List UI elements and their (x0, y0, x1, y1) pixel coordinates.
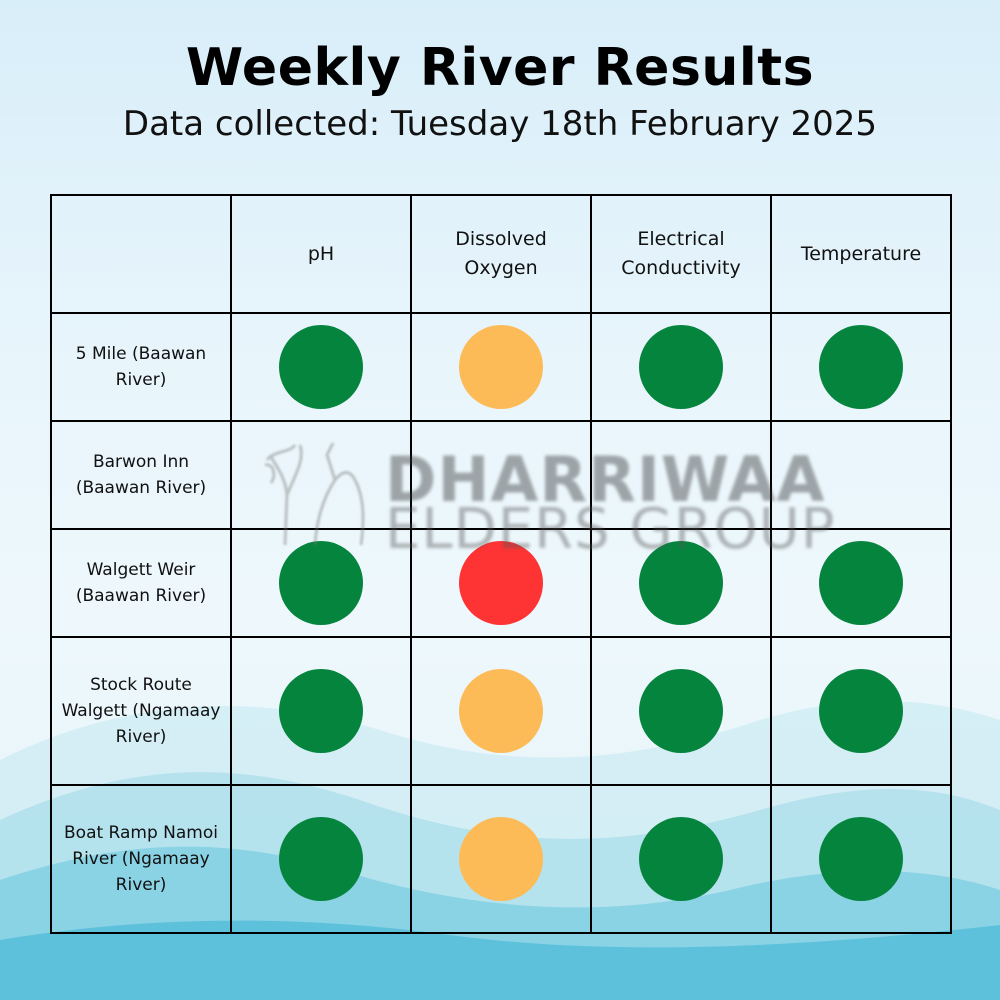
result-cell-temperature (770, 528, 952, 638)
status-bad-indicator (459, 541, 543, 625)
result-cell-electrical-conductivity (590, 420, 772, 530)
column-header-electrical-conductivity: Electrical Conductivity (590, 194, 772, 314)
site-label: Walgett Weir (Baawan River) (50, 528, 232, 638)
result-cell-temperature (770, 312, 952, 422)
result-cell-dissolved-oxygen (410, 312, 592, 422)
site-label: 5 Mile (Baawan River) (50, 312, 232, 422)
site-label: Barwon Inn (Baawan River) (50, 420, 232, 530)
result-cell-electrical-conductivity (590, 528, 772, 638)
table-row: Stock Route Walgett (Ngamaay River) (50, 636, 952, 786)
status-good-indicator (639, 669, 723, 753)
status-good-indicator (819, 541, 903, 625)
result-cell-dissolved-oxygen (410, 528, 592, 638)
status-good-indicator (279, 669, 363, 753)
status-none-indicator (279, 433, 363, 517)
site-label: Boat Ramp Namoi River (Ngamaay River) (50, 784, 232, 934)
table-row: 5 Mile (Baawan River) (50, 312, 952, 422)
page-title: Weekly River Results (185, 38, 815, 98)
status-none-indicator (819, 433, 903, 517)
table-row: Walgett Weir (Baawan River) (50, 528, 952, 638)
status-good-indicator (819, 325, 903, 409)
status-good-indicator (819, 669, 903, 753)
result-cell-ph (230, 312, 412, 422)
site-label: Stock Route Walgett (Ngamaay River) (50, 636, 232, 786)
status-good-indicator (639, 541, 723, 625)
page-subtitle: Data collected: Tuesday 18th February 20… (122, 104, 878, 144)
result-cell-ph (230, 420, 412, 530)
status-none-indicator (639, 433, 723, 517)
table-row: Barwon Inn (Baawan River) (50, 420, 952, 530)
result-cell-dissolved-oxygen (410, 784, 592, 934)
result-cell-ph (230, 784, 412, 934)
results-table: pH Dissolved Oxygen Electrical Conductiv… (50, 194, 952, 934)
status-warn-indicator (459, 325, 543, 409)
column-header-temperature: Temperature (770, 194, 952, 314)
table-row: Boat Ramp Namoi River (Ngamaay River) (50, 784, 952, 934)
status-good-indicator (279, 817, 363, 901)
header-row: pH Dissolved Oxygen Electrical Conductiv… (50, 194, 952, 314)
result-cell-temperature (770, 784, 952, 934)
status-good-indicator (279, 541, 363, 625)
result-cell-ph (230, 528, 412, 638)
result-cell-temperature (770, 420, 952, 530)
status-good-indicator (639, 325, 723, 409)
status-good-indicator (279, 325, 363, 409)
result-cell-ph (230, 636, 412, 786)
result-cell-dissolved-oxygen (410, 636, 592, 786)
status-warn-indicator (459, 817, 543, 901)
status-none-indicator (459, 433, 543, 517)
corner-cell (50, 194, 232, 314)
status-warn-indicator (459, 669, 543, 753)
result-cell-electrical-conductivity (590, 784, 772, 934)
result-cell-temperature (770, 636, 952, 786)
status-good-indicator (819, 817, 903, 901)
result-cell-dissolved-oxygen (410, 420, 592, 530)
column-header-ph: pH (230, 194, 412, 314)
result-cell-electrical-conductivity (590, 636, 772, 786)
status-good-indicator (639, 817, 723, 901)
column-header-dissolved-oxygen: Dissolved Oxygen (410, 194, 592, 314)
result-cell-electrical-conductivity (590, 312, 772, 422)
